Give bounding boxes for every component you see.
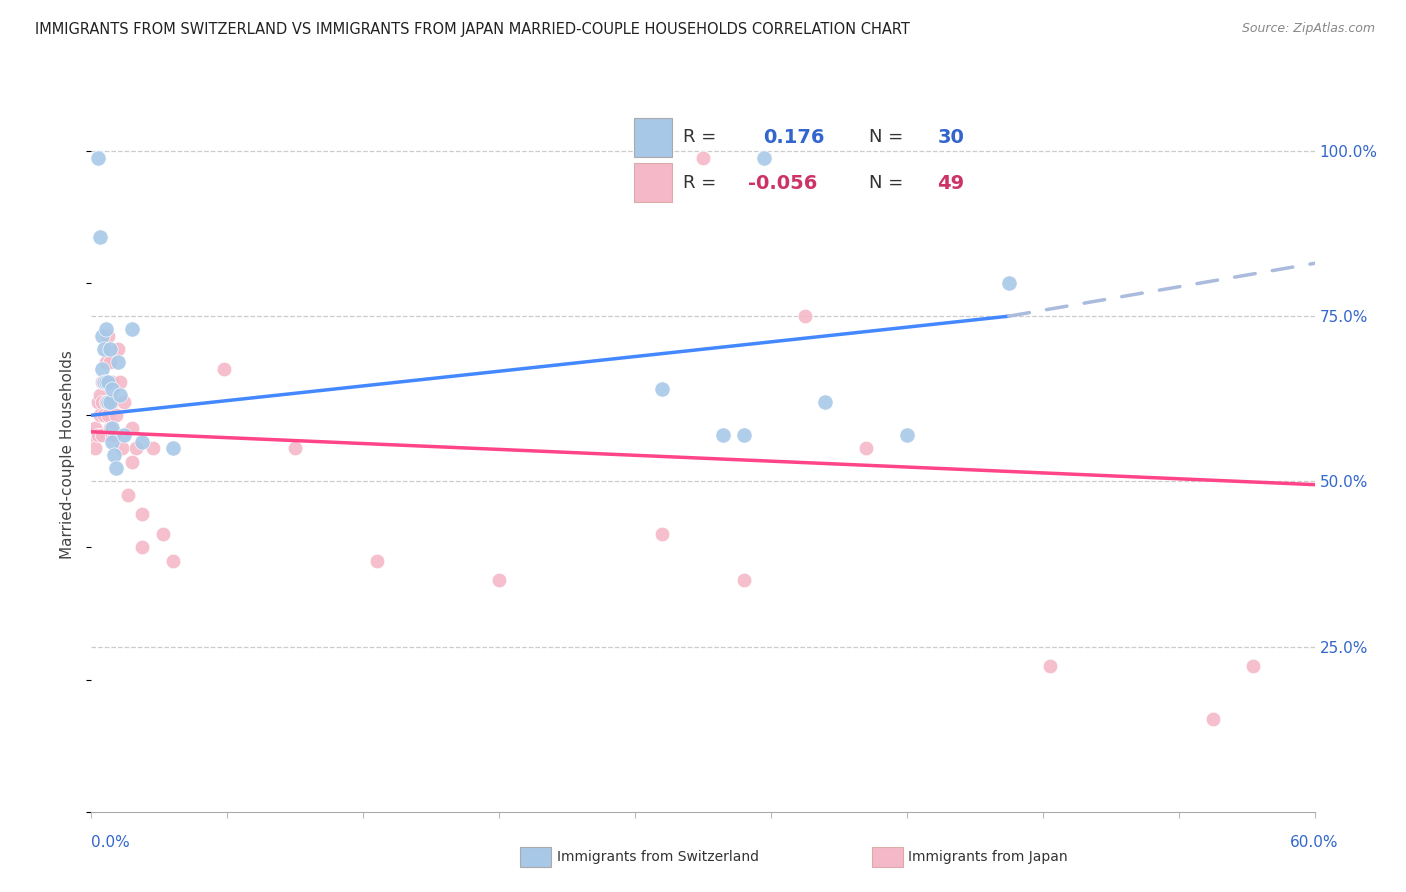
Point [97, 376, 120, 390]
Text: Immigrants from Switzerland: Immigrants from Switzerland [557, 850, 759, 864]
Point [84, 421, 107, 435]
Point [94, 395, 117, 409]
Point [107, 355, 129, 369]
Point [103, 428, 125, 442]
Bar [634, 118, 672, 157]
Point [733, 574, 755, 588]
Point [651, 527, 673, 541]
Point [284, 442, 307, 456]
Point [90, 329, 112, 343]
Point [82, 428, 104, 442]
Point [121, 454, 143, 468]
Text: 0.176: 0.176 [763, 128, 824, 146]
Bar [634, 162, 672, 202]
Point [94, 355, 117, 369]
Point [692, 151, 714, 165]
Point [754, 151, 776, 165]
Point [108, 376, 131, 390]
Point [1243, 659, 1265, 673]
Point [94, 376, 117, 390]
Point [651, 382, 673, 396]
Point [131, 508, 153, 522]
Text: Immigrants from Japan: Immigrants from Japan [908, 850, 1069, 864]
Point [112, 395, 135, 409]
Point [86, 428, 108, 442]
Point [93, 376, 115, 390]
Text: 30: 30 [938, 128, 965, 146]
Text: Source: ZipAtlas.com: Source: ZipAtlas.com [1241, 22, 1375, 36]
Point [111, 442, 134, 456]
Point [998, 276, 1021, 290]
Y-axis label: Married-couple Households: Married-couple Households [60, 351, 76, 559]
Point [131, 541, 153, 555]
Point [101, 434, 124, 449]
Point [101, 395, 124, 409]
Point [98, 421, 121, 435]
Point [86, 151, 108, 165]
Point [107, 342, 129, 356]
Point [162, 554, 184, 568]
Point [733, 428, 755, 442]
Text: 49: 49 [938, 174, 965, 193]
Point [793, 309, 815, 323]
Text: N =: N = [869, 174, 904, 193]
Point [97, 376, 120, 390]
Text: IMMIGRANTS FROM SWITZERLAND VS IMMIGRANTS FROM JAPAN MARRIED-COUPLE HOUSEHOLDS C: IMMIGRANTS FROM SWITZERLAND VS IMMIGRANT… [35, 22, 910, 37]
Point [84, 442, 107, 456]
Point [152, 527, 174, 541]
Point [98, 395, 121, 409]
Point [101, 382, 124, 396]
Point [93, 376, 115, 390]
Point [93, 342, 115, 356]
Text: -0.056: -0.056 [748, 174, 817, 193]
Point [141, 442, 163, 456]
Point [94, 322, 117, 336]
Point [366, 554, 388, 568]
Point [93, 409, 115, 423]
Point [1202, 712, 1225, 726]
Point [212, 362, 235, 376]
Point [125, 442, 148, 456]
Text: R =: R = [683, 174, 717, 193]
Point [117, 487, 139, 501]
Point [90, 376, 112, 390]
Point [162, 442, 184, 456]
Point [121, 322, 143, 336]
Point [97, 409, 120, 423]
Point [488, 574, 510, 588]
Point [89, 230, 111, 244]
Point [104, 461, 127, 475]
Point [896, 428, 918, 442]
Point [101, 421, 124, 435]
Point [101, 428, 124, 442]
Point [108, 388, 131, 402]
Point [98, 342, 121, 356]
Point [131, 434, 153, 449]
Point [103, 448, 125, 462]
Text: 0.0%: 0.0% [91, 836, 131, 850]
Text: R =: R = [683, 128, 717, 146]
Point [112, 428, 135, 442]
Text: N =: N = [869, 128, 904, 146]
Point [90, 362, 112, 376]
Point [89, 388, 111, 402]
Point [90, 428, 112, 442]
Point [121, 421, 143, 435]
Point [104, 409, 127, 423]
Point [711, 428, 734, 442]
Point [90, 395, 112, 409]
Point [97, 395, 120, 409]
Point [98, 355, 121, 369]
Point [86, 395, 108, 409]
Point [101, 376, 124, 390]
Point [97, 329, 120, 343]
Text: 60.0%: 60.0% [1291, 836, 1339, 850]
Point [1038, 659, 1062, 673]
Point [855, 442, 877, 456]
Point [814, 395, 837, 409]
Point [89, 409, 111, 423]
